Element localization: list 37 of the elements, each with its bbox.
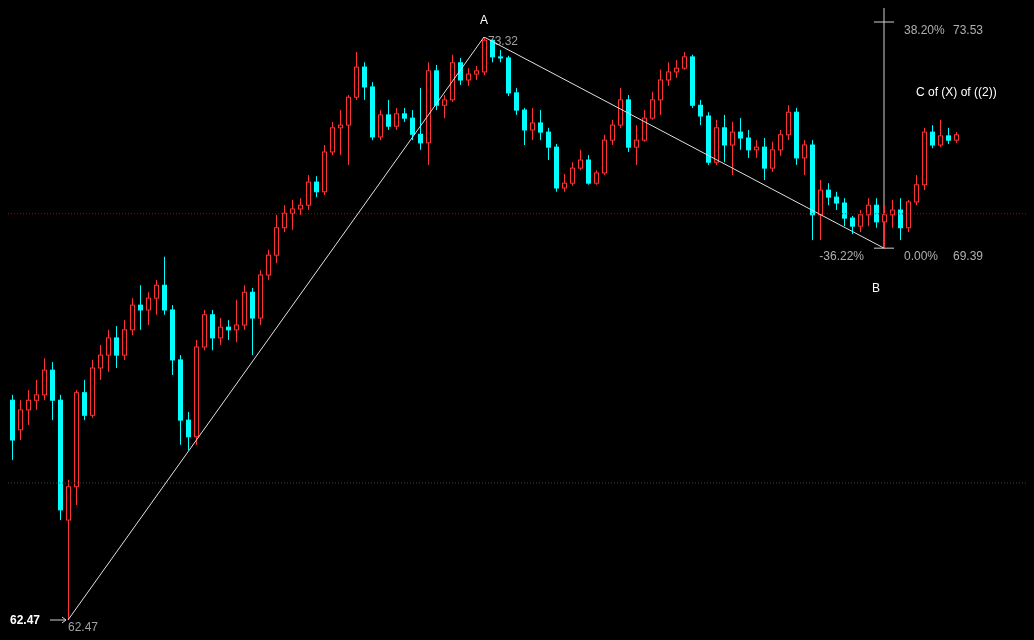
candlestick	[282, 204, 287, 233]
candlestick	[338, 109, 343, 156]
annotation: -36.22%	[819, 249, 865, 264]
candlestick	[634, 124, 639, 166]
annotation: 38.20%	[904, 23, 946, 37]
candlestick	[898, 197, 903, 241]
annotation: 0.00%	[904, 249, 939, 264]
candlestick	[658, 69, 663, 116]
candlestick	[58, 394, 63, 521]
candlestick	[154, 279, 159, 316]
candlestick	[138, 284, 143, 331]
candlestick	[786, 104, 791, 141]
text: A	[479, 13, 489, 27]
candlestick	[874, 197, 879, 229]
candlestick	[722, 114, 727, 163]
candlestick	[346, 94, 351, 166]
candlestick	[890, 199, 895, 229]
annotation: 73.53	[953, 23, 984, 37]
candlestick	[866, 197, 871, 227]
candlestick	[98, 344, 103, 381]
candlestick	[234, 299, 239, 343]
candlestick	[738, 117, 743, 151]
candlestick	[762, 137, 767, 181]
candlestick	[26, 389, 31, 426]
candlestick	[818, 179, 823, 241]
annotation: 62.47	[68, 620, 99, 634]
annotation: 69.39	[953, 249, 984, 264]
candlestick	[250, 287, 255, 356]
candlestick	[730, 121, 735, 176]
annotation: B	[871, 281, 881, 296]
candlestick	[34, 379, 39, 411]
candlestick	[10, 394, 15, 461]
candlestick	[530, 107, 535, 141]
annotation: C of (X) of ((2))	[916, 85, 997, 99]
annotation: 62.47	[10, 613, 41, 627]
candlestick	[18, 399, 23, 441]
candlestick	[114, 325, 119, 369]
